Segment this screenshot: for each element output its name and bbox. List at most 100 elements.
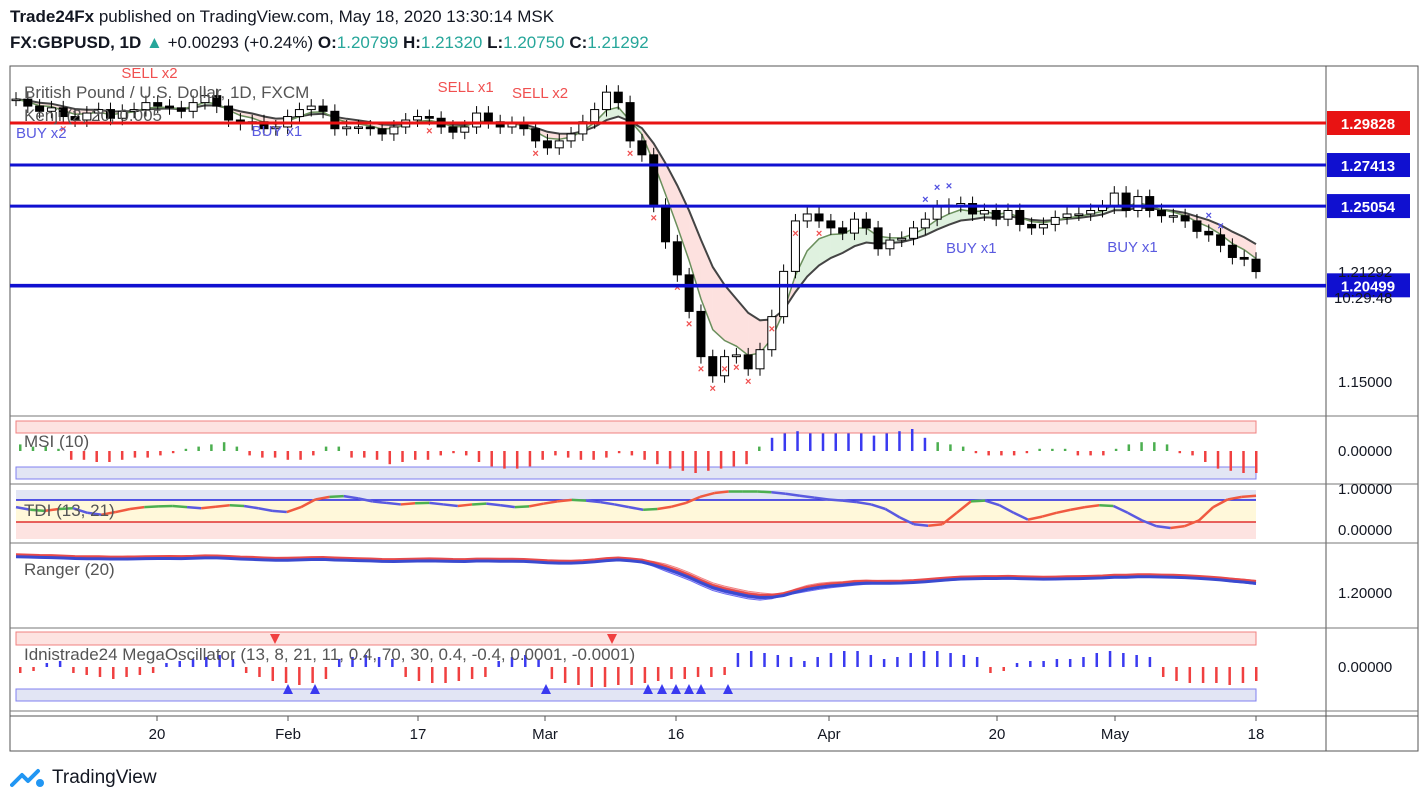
level-price-label-0: 1.29828 bbox=[1341, 116, 1395, 133]
mega-buy-arrow-icon bbox=[657, 684, 667, 694]
tdi-line-segment bbox=[671, 501, 687, 508]
sell-x-marker: × bbox=[674, 282, 680, 294]
mega-bar bbox=[58, 661, 62, 667]
candle-body bbox=[790, 220, 800, 272]
footer-brand[interactable]: TradingView bbox=[52, 767, 157, 788]
tdi-line-segment bbox=[1141, 519, 1157, 528]
tdi-line-segment bbox=[72, 507, 88, 514]
ma-ribbon-segment bbox=[677, 185, 690, 261]
tradingview-logo-icon[interactable] bbox=[10, 767, 46, 789]
tdi-line-segment bbox=[243, 504, 259, 510]
sell-x-marker: × bbox=[532, 148, 538, 160]
msi-bar bbox=[1178, 451, 1182, 454]
sell-x-marker: × bbox=[426, 125, 432, 137]
mega-bar bbox=[736, 653, 740, 667]
mega-bar bbox=[1241, 667, 1245, 683]
tdi-line-segment bbox=[941, 511, 958, 526]
candle-body bbox=[838, 227, 848, 234]
tdi-line-segment bbox=[1056, 508, 1071, 515]
candle-body bbox=[460, 126, 470, 133]
candle-body bbox=[23, 98, 33, 107]
tdi-line-segment bbox=[1070, 505, 1086, 511]
buy-x-marker: × bbox=[1206, 210, 1212, 222]
msi-bar bbox=[222, 442, 226, 451]
candle-body bbox=[1027, 223, 1037, 229]
signal-label-sell: SELL x1 bbox=[438, 79, 494, 96]
tdi-line-segment bbox=[58, 506, 74, 511]
mega-bar bbox=[656, 667, 660, 681]
candle-body bbox=[1227, 244, 1237, 258]
mega-y-tick: 0.00000 bbox=[1338, 659, 1392, 676]
tdi-line-segment bbox=[998, 504, 1015, 514]
tdi-line-segment bbox=[785, 492, 801, 497]
mega-bar bbox=[298, 667, 301, 685]
sell-x-marker: × bbox=[792, 228, 798, 240]
candle-body bbox=[294, 109, 304, 118]
tdi-line-segment bbox=[87, 511, 102, 516]
msi-bar bbox=[898, 431, 901, 451]
mega-bar bbox=[457, 667, 461, 681]
msi-bar bbox=[834, 433, 838, 451]
tdi-line-segment bbox=[115, 507, 131, 514]
candle-body bbox=[1050, 216, 1060, 225]
mega-bar bbox=[431, 667, 434, 683]
x-tick-label: 18 bbox=[1248, 726, 1265, 743]
msi-bar bbox=[1012, 451, 1016, 456]
msi-bar bbox=[974, 451, 978, 454]
candle-body bbox=[590, 109, 600, 123]
mega-bar bbox=[497, 661, 500, 667]
mega-bar bbox=[191, 659, 195, 667]
close-value: 1.21292 bbox=[587, 33, 649, 52]
mega-buy-arrow-icon bbox=[671, 684, 681, 694]
msi-bar bbox=[541, 451, 544, 460]
tdi-line-segment bbox=[813, 496, 829, 501]
msi-bar bbox=[554, 451, 557, 456]
candle-body bbox=[814, 213, 824, 222]
msi-bar bbox=[261, 451, 264, 458]
candle-body bbox=[318, 105, 328, 112]
ma-ribbon-segment bbox=[748, 312, 760, 356]
candle-body bbox=[779, 270, 789, 318]
tdi-line-segment bbox=[101, 510, 116, 516]
x-tick-label: 20 bbox=[149, 726, 166, 743]
tdi-line-segment bbox=[201, 505, 216, 510]
x-tick-label: 17 bbox=[410, 726, 427, 743]
tdi-line-segment bbox=[186, 505, 202, 510]
tdi-line-segment bbox=[1198, 506, 1215, 522]
candle-body bbox=[342, 126, 352, 130]
tdi-line-segment bbox=[272, 509, 287, 514]
symbol-label[interactable]: FX:GBPUSD, 1D bbox=[10, 33, 142, 52]
level-price-tag-1 bbox=[1327, 153, 1410, 178]
msi-bar bbox=[694, 451, 697, 473]
candle-body bbox=[897, 237, 907, 241]
tdi-line-segment bbox=[429, 501, 444, 506]
tdi-line-segment bbox=[1013, 511, 1029, 521]
msi-bar bbox=[1216, 451, 1220, 469]
x-tick-label: 20 bbox=[989, 726, 1006, 743]
msi-bar bbox=[681, 451, 685, 471]
tdi-line-segment bbox=[486, 502, 501, 507]
tdi-line-segment bbox=[286, 505, 302, 514]
candle-body bbox=[743, 354, 753, 370]
mega-bar bbox=[1201, 667, 1205, 683]
ranger-upper-line bbox=[15, 553, 1257, 598]
tdi-line-segment bbox=[699, 491, 715, 499]
tdi-line-segment bbox=[457, 503, 473, 508]
mega-bar bbox=[112, 667, 115, 679]
candle-body bbox=[731, 354, 741, 358]
mega-bar bbox=[205, 657, 208, 667]
tdi-line-segment bbox=[799, 494, 815, 499]
msi-bar bbox=[656, 451, 659, 465]
author-name[interactable]: Trade24Fx bbox=[10, 7, 95, 26]
signal-label-buy: BUY x2 bbox=[16, 125, 67, 142]
mega-bar bbox=[962, 655, 966, 667]
mega-bar bbox=[231, 659, 235, 667]
sell-x-marker: × bbox=[769, 324, 775, 336]
mega-bar bbox=[404, 667, 407, 677]
y-tick-label: 1.15000 bbox=[1338, 374, 1392, 391]
candle-body bbox=[1133, 196, 1143, 211]
candle-body bbox=[94, 109, 104, 114]
candle-body bbox=[483, 112, 493, 123]
sell-x-marker: × bbox=[745, 376, 751, 388]
